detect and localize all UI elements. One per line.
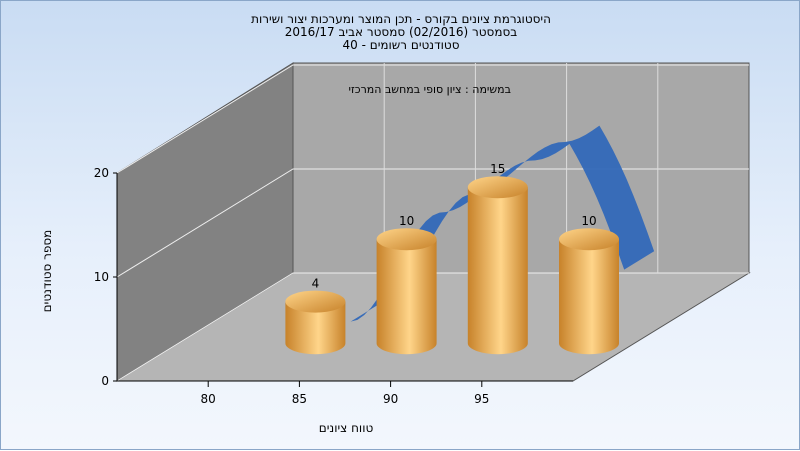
- bar-body: [559, 239, 619, 355]
- x-tick-label: 80: [201, 392, 216, 406]
- y-gridline: [116, 64, 749, 174]
- chart-annotation: במשימה : ציון סופי במחשב המרכזי: [348, 83, 512, 96]
- x-tick-label: 90: [383, 392, 398, 406]
- bar-85: 10: [376, 214, 437, 355]
- bar-value-label: 10: [581, 214, 596, 228]
- bar-top: [467, 176, 528, 199]
- chart-title: היסטוגרמת ציונים בקורס - תכן המוצר ומערכ…: [251, 12, 551, 26]
- bar-top: [376, 228, 437, 251]
- bar-80: 4: [285, 277, 346, 355]
- bar-top: [285, 290, 346, 313]
- bar-90: 15: [467, 162, 528, 355]
- bar-value-label: 15: [490, 162, 505, 176]
- y-tick-label: 20: [94, 166, 109, 180]
- y-axis-label: מספר סטודנטים: [40, 229, 54, 313]
- x-tick-label: 95: [474, 392, 489, 406]
- bar-95: 10: [559, 214, 619, 355]
- y-tick-label: 0: [101, 374, 109, 388]
- chart-subtitle-enrolled: סטודנטים רשומים - 40: [342, 38, 460, 52]
- x-axis-label: טווח ציונים: [318, 421, 374, 435]
- bar-body: [467, 187, 528, 355]
- chart-subtitle: בסמסטר (02/2016) סמסטר אביב 2016/17: [284, 25, 518, 39]
- bar-value-label: 10: [399, 214, 414, 228]
- bar-value-label: 4: [312, 277, 320, 291]
- bar-top: [559, 228, 619, 251]
- x-tick-label: 85: [292, 392, 307, 406]
- bar-body: [376, 239, 437, 355]
- bar-body: [285, 301, 346, 355]
- y-tick-label: 10: [94, 270, 109, 284]
